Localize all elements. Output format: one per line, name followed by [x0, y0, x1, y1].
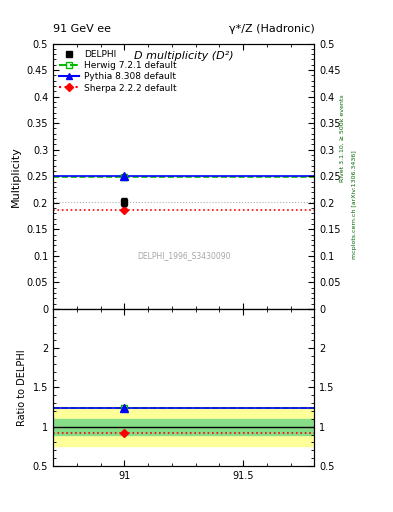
Bar [53, 407, 314, 446]
Y-axis label: Multiplicity: Multiplicity [11, 146, 21, 207]
Text: mcplots.cern.ch [arXiv:1306.3436]: mcplots.cern.ch [arXiv:1306.3436] [352, 151, 357, 259]
Legend: DELPHI, Herwig 7.2.1 default, Pythia 8.308 default, Sherpa 2.2.2 default: DELPHI, Herwig 7.2.1 default, Pythia 8.3… [57, 48, 178, 94]
Text: D multiplicity (D²): D multiplicity (D²) [134, 52, 233, 61]
Text: DELPHI_1996_S3430090: DELPHI_1996_S3430090 [137, 251, 230, 261]
Text: 91 GeV ee: 91 GeV ee [53, 24, 111, 34]
Text: Rivet 3.1.10, ≥ 500k events: Rivet 3.1.10, ≥ 500k events [340, 94, 345, 182]
Bar [53, 419, 314, 435]
Y-axis label: Ratio to DELPHI: Ratio to DELPHI [17, 349, 27, 426]
Text: γ*/Z (Hadronic): γ*/Z (Hadronic) [229, 24, 314, 34]
